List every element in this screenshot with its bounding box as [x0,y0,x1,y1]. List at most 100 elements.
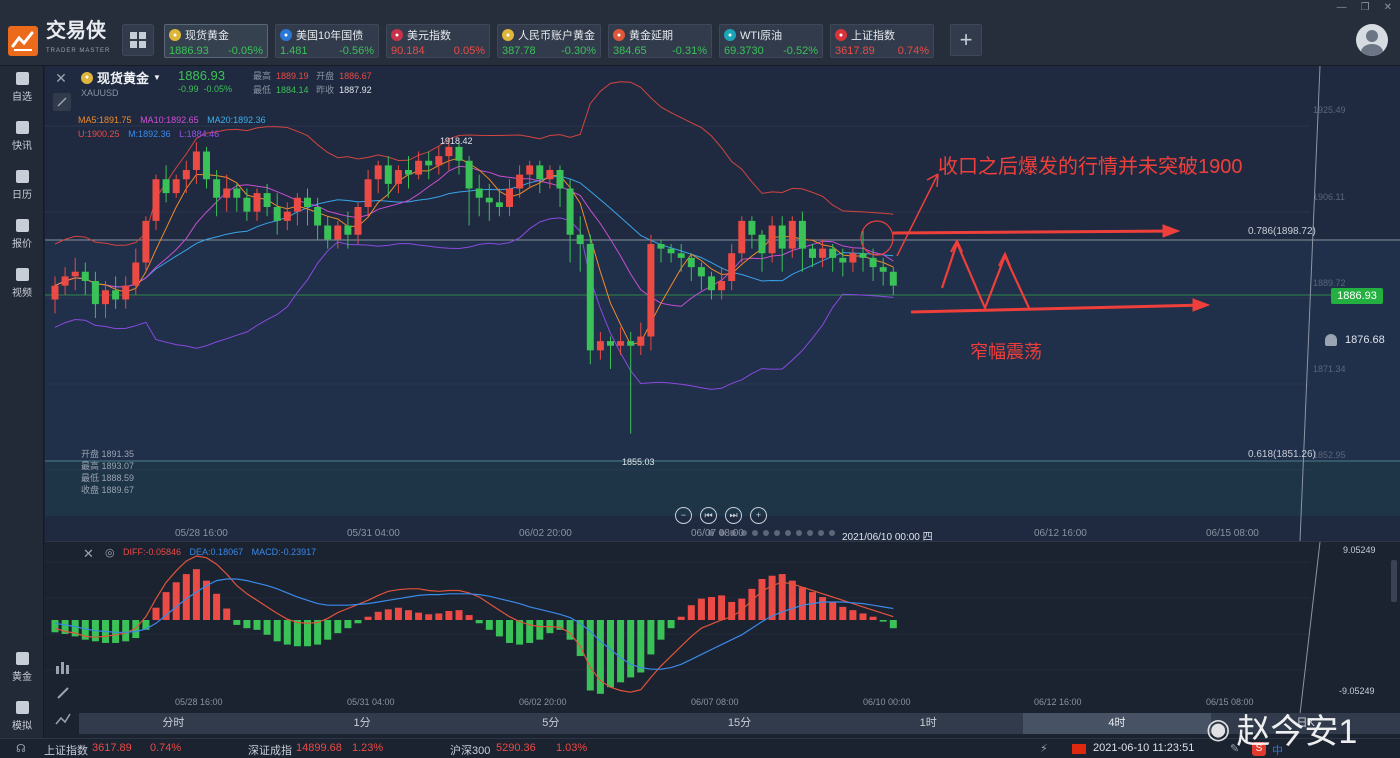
quote-card[interactable]: ● 现货黄金 1886.93 -0.05% [164,24,268,58]
line-tool-icon[interactable] [54,710,72,728]
macd-bar [81,620,89,640]
high-value: 1889.19 [276,71,309,81]
macd-bar [293,620,301,647]
sidebar-item[interactable]: 日历 [0,170,44,201]
annotation-arrowhead [950,238,1012,267]
candle [526,165,534,175]
headset-icon[interactable]: ☊ [16,743,26,755]
macd-bar [667,620,675,629]
bar-ohlc-box: 开盘 1891.35 最高 1893.07 最低 1888.59 收盘 1889… [81,448,134,496]
candlestick-chart[interactable] [45,66,1400,541]
quote-card[interactable]: ● 上证指数 3617.89 0.74% [830,24,934,58]
macd-bar [364,616,372,620]
sidebar-item[interactable]: 报价 [0,219,44,250]
sz-index-name[interactable]: 深证成指 [248,745,292,757]
layout-grid-button[interactable] [122,24,154,56]
minimize-icon[interactable]: — [1336,2,1347,13]
avatar[interactable] [1356,24,1388,56]
ime-indicator[interactable]: 中 [1272,745,1283,757]
quote-card[interactable]: ● 黄金延期 384.65 -0.31% [608,24,712,58]
macd-bar [586,620,594,691]
timeframe-tab[interactable]: 分时 [162,717,185,729]
candle [91,281,99,305]
candle [243,197,251,212]
annotation-line-bottom [910,303,1206,314]
macd-bar [859,613,867,620]
change-percent: -0.05% [203,84,233,94]
macd-bar [738,598,746,620]
x-tick: 06/12 16:00 [1034,697,1082,707]
close-macd-icon[interactable]: ✕ [83,546,94,561]
add-quote-button[interactable]: + [950,24,982,56]
scroll-dot [796,530,802,536]
candle [283,211,291,221]
annotation-line-top [892,229,1176,235]
indicator-icon[interactable] [54,658,72,676]
hs300-pct: 1.03% [556,742,588,754]
macd-chart[interactable] [45,542,1400,714]
macd-bar [394,607,402,620]
zoom-in-icon[interactable]: + [750,507,767,524]
open-value: 1886.67 [339,71,372,81]
sidebar-item[interactable]: 快讯 [0,121,44,152]
grid-icon [139,41,146,48]
price-alarm[interactable]: 1876.68 [1325,334,1385,346]
quote-card[interactable]: ● 美元指数 90.184 0.05% [386,24,490,58]
quote-card[interactable]: ● WTI原油 69.3730 -0.52% [719,24,823,58]
candle [677,253,685,258]
settings-icon[interactable]: ◎ [105,547,115,559]
sidebar-item[interactable]: 模拟 [0,701,44,732]
macd-bar [374,611,382,620]
macd-bar [192,569,200,620]
timeframe-tab[interactable]: 5分 [542,717,560,729]
sidebar-item-label: 黄金 [12,672,32,683]
sidebar-item[interactable]: 自选 [0,72,44,103]
quote-price: 69.3730 [724,45,764,57]
x-tick: 05/28 16:00 [175,697,223,707]
close-window-icon[interactable]: ✕ [1383,2,1392,13]
quote-change: -0.52% [783,45,818,57]
candle [788,220,796,249]
macd-y-top: 9.05249 [1343,545,1376,555]
quote-card[interactable]: ● 人民币账户黄金 387.78 -0.30% [497,24,601,58]
zoom-out-icon[interactable]: − [675,507,692,524]
restore-icon[interactable]: ❐ [1360,2,1370,13]
timeframe-tab[interactable]: 1分 [353,717,371,729]
quote-price: 384.65 [613,45,647,57]
gold-icon: ● [502,29,514,41]
x-tick: 06/15 08:00 [1206,528,1259,539]
bond-icon: ● [280,29,292,41]
macd-bar [415,612,423,620]
macd-bar [51,620,59,633]
macd-bar [849,610,857,620]
edit-icon[interactable]: ✎ [1230,743,1240,755]
symbol-selector[interactable]: ● 现货黄金 ▼ XAUUSD [81,68,161,98]
sidebar-item[interactable]: 黄金 [0,652,44,683]
timeframe-tabs: 分时 1分 5分 15分 1时 4时 日K [79,713,1400,734]
sidebar-item-label: 模拟 [12,721,32,732]
sidebar-item[interactable]: 视频 [0,268,44,299]
skip-forward-icon[interactable]: ⏭ [725,507,742,524]
candle [829,248,837,258]
skip-back-icon[interactable]: ⏮ [700,507,717,524]
timeframe-tab[interactable]: 4时 [1022,713,1212,734]
annotation-arrowhead [926,173,939,188]
quote-card[interactable]: ● 美国10年国债 1.481 -0.56% [275,24,379,58]
cn-flag-icon [1072,744,1086,754]
ma20-line [54,175,894,288]
caret-down-icon: ▼ [153,73,161,82]
x-tick: 06/12 16:00 [1034,528,1087,539]
timeframe-tab[interactable]: 1时 [919,717,937,729]
us-flag-icon: ● [391,29,403,41]
x-tick: 06/07 08:00 [691,528,744,539]
draw-tool-icon[interactable] [53,93,71,111]
sh-index-name[interactable]: 上证指数 [44,745,88,757]
pen-icon[interactable] [54,684,72,702]
close-chart-icon[interactable]: ✕ [55,70,67,86]
timeframe-tab[interactable]: 15分 [727,717,752,729]
macd-bar [263,620,271,635]
watermark: ◉ 赵今安1 [1206,704,1357,753]
hs300-name[interactable]: 沪深300 [450,745,491,757]
timeframe-tab[interactable]: 日K [1296,717,1315,729]
macd-bar [718,595,726,620]
